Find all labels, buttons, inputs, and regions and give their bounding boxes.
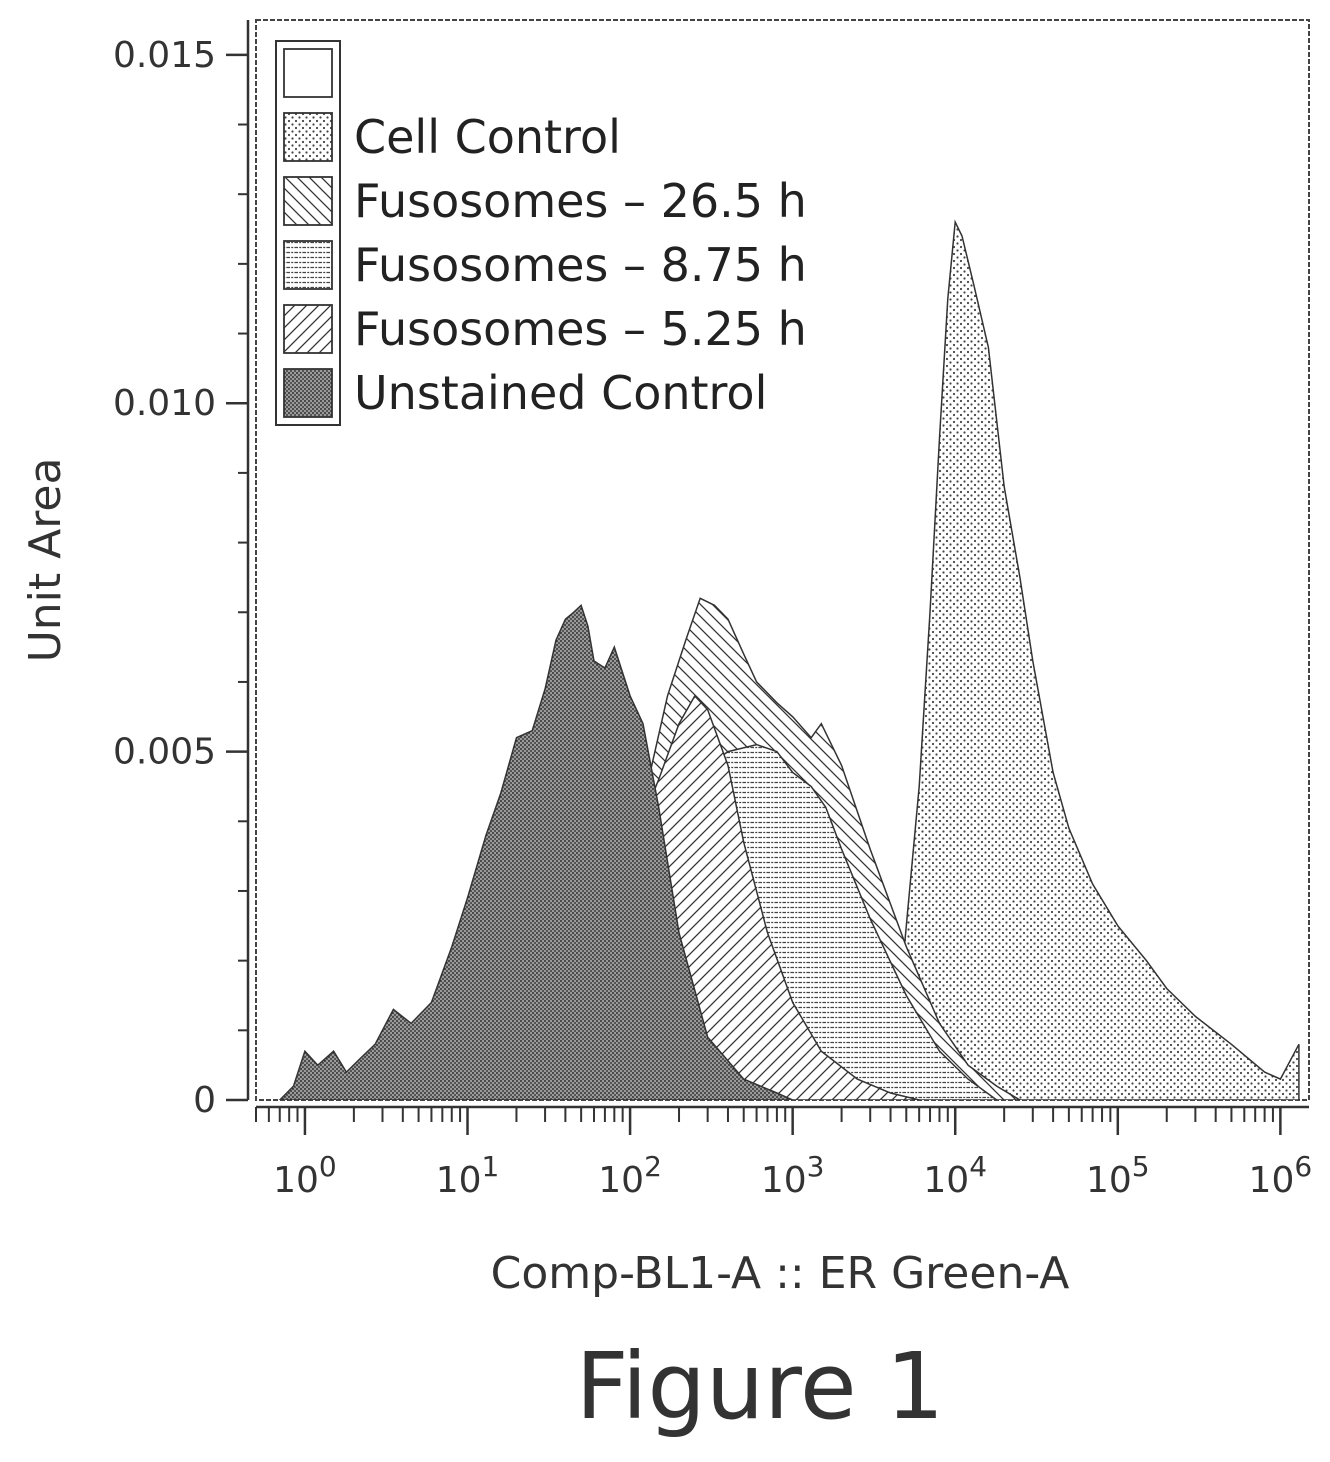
x-tick-label: 106 bbox=[1249, 1150, 1313, 1201]
legend-label-fusosomes-26-5-h: Fusosomes – 26.5 h bbox=[354, 174, 807, 228]
y-tick-label: 0.010 bbox=[113, 383, 216, 424]
x-tick-label: 100 bbox=[273, 1150, 337, 1201]
legend-swatch-blank bbox=[283, 48, 333, 98]
legend-swatch-fusosomes-8-75-h bbox=[283, 240, 333, 290]
legend-swatch-unstained-control bbox=[283, 368, 333, 418]
legend-label-fusosomes-8-75-h: Fusosomes – 8.75 h bbox=[354, 238, 807, 292]
legend-swatch-column bbox=[275, 40, 341, 426]
x-tick-label: 101 bbox=[436, 1150, 500, 1201]
plot-frame bbox=[255, 19, 1310, 1101]
legend-label-unstained-control: Unstained Control bbox=[354, 366, 767, 420]
x-axis-title: Comp-BL1-A :: ER Green-A bbox=[491, 1248, 1070, 1299]
series-layer bbox=[278, 219, 1300, 1100]
legend: Cell Control Fusosomes – 26.5 h Fusosomes … bbox=[275, 40, 807, 426]
x-tick-label: 105 bbox=[1086, 1150, 1150, 1201]
legend-swatch-fusosomes-26-5-h bbox=[283, 176, 333, 226]
legend-label-fusosomes-5-25-h: Fusosomes – 5.25 h bbox=[354, 302, 807, 356]
series-area-cell-control bbox=[889, 219, 1300, 1100]
x-tick-label: 102 bbox=[598, 1150, 662, 1201]
y-tick-label: 0 bbox=[193, 1080, 216, 1121]
x-tick-label: 104 bbox=[923, 1150, 987, 1201]
legend-swatch-fusosomes-5-25-h bbox=[283, 304, 333, 354]
figure-caption: Figure 1 bbox=[576, 1333, 945, 1440]
y-tick-label: 0.015 bbox=[113, 35, 216, 76]
y-axis-title: Unit Area bbox=[20, 458, 71, 663]
series-area-unstained-control bbox=[278, 603, 794, 1100]
legend-swatch-cell-control bbox=[283, 112, 333, 162]
x-tick-label: 103 bbox=[761, 1150, 825, 1201]
y-axis: 0 0.005 0.010 0.015 bbox=[113, 20, 250, 1121]
x-axis: 100 101 102 103 104 105 106 bbox=[255, 1105, 1313, 1201]
y-tick-label: 0.005 bbox=[113, 732, 216, 773]
legend-label-cell-control: Cell Control bbox=[354, 110, 621, 164]
